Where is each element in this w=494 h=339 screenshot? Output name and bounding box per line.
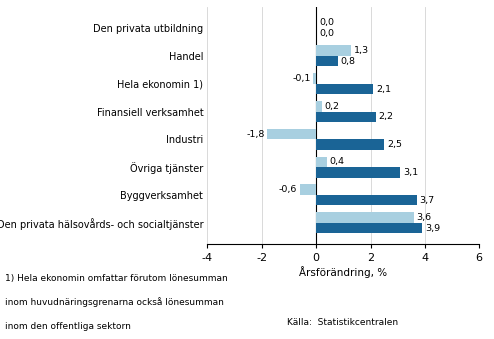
Text: 2,2: 2,2: [378, 112, 394, 121]
Text: 2,5: 2,5: [387, 140, 402, 149]
X-axis label: Årsförändring, %: Årsförändring, %: [299, 266, 387, 278]
Bar: [316, 223, 422, 233]
Bar: [316, 139, 384, 150]
Bar: [267, 129, 316, 139]
Text: -1,8: -1,8: [246, 129, 265, 139]
Bar: [316, 167, 400, 178]
Bar: [316, 195, 417, 205]
Bar: [316, 56, 338, 66]
Text: 2,1: 2,1: [376, 84, 391, 94]
Text: 0,2: 0,2: [324, 102, 339, 111]
Bar: [316, 112, 376, 122]
Text: 0,4: 0,4: [329, 157, 345, 166]
Bar: [316, 84, 373, 94]
Text: 3,6: 3,6: [417, 213, 432, 222]
Text: inom huvudnäringsgrenarna också lönesumman: inom huvudnäringsgrenarna också lönesumm…: [5, 297, 224, 307]
Text: 0,0: 0,0: [319, 18, 334, 27]
Text: inom den offentliga sektorn: inom den offentliga sektorn: [5, 322, 131, 331]
Text: 1,3: 1,3: [354, 46, 370, 55]
Bar: [300, 184, 316, 195]
Bar: [316, 212, 414, 223]
Bar: [316, 45, 351, 56]
Text: 0,0: 0,0: [319, 29, 334, 38]
Text: Källa:  Statistikcentralen: Källa: Statistikcentralen: [287, 318, 398, 327]
Bar: [316, 157, 327, 167]
Text: -0,1: -0,1: [292, 74, 311, 83]
Text: 3,1: 3,1: [403, 168, 418, 177]
Text: 0,8: 0,8: [341, 57, 356, 66]
Bar: [316, 101, 322, 112]
Bar: [313, 73, 316, 84]
Text: -0,6: -0,6: [279, 185, 297, 194]
Text: 1) Hela ekonomin omfattar förutom lönesumman: 1) Hela ekonomin omfattar förutom lönesu…: [5, 274, 228, 283]
Text: 3,9: 3,9: [425, 223, 440, 233]
Text: 3,7: 3,7: [419, 196, 435, 205]
